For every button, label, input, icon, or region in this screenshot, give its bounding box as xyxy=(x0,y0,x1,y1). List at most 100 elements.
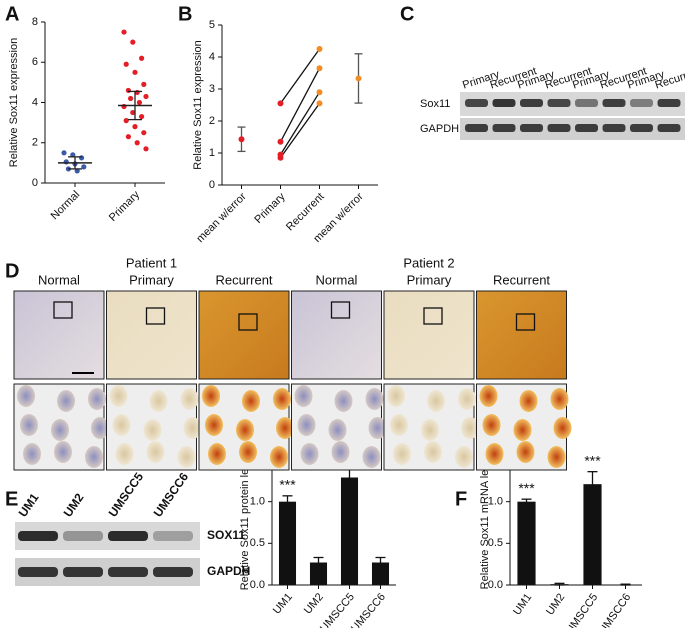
cell xyxy=(109,385,128,407)
band xyxy=(520,99,543,107)
data-point xyxy=(125,87,131,94)
band xyxy=(153,567,193,577)
cell xyxy=(424,441,442,463)
data-point xyxy=(277,154,284,161)
data-point xyxy=(143,146,149,152)
band xyxy=(630,99,653,107)
histology-image xyxy=(13,290,105,380)
x-tick-label: UM2 xyxy=(544,592,567,618)
cell xyxy=(23,443,41,465)
histology-image xyxy=(106,290,197,380)
band xyxy=(520,124,543,132)
y-tick-label: 0.5 xyxy=(488,537,503,549)
cell xyxy=(183,417,202,439)
y-axis-label: Relative Sox11 expression xyxy=(192,40,204,169)
cell xyxy=(177,446,196,468)
cell xyxy=(85,446,103,468)
cell xyxy=(368,417,387,439)
data-point xyxy=(132,124,138,130)
cell xyxy=(112,414,131,436)
y-axis-label: Relative Sox11 mRNA level xyxy=(479,456,491,590)
column-label: Recurrent xyxy=(493,272,550,287)
mean-point xyxy=(238,136,245,143)
y-tick-label: 1.0 xyxy=(488,496,503,508)
data-point xyxy=(139,55,145,61)
column-label: Recurrent xyxy=(215,272,272,287)
data-point xyxy=(79,155,85,161)
band xyxy=(18,531,58,541)
band xyxy=(465,99,488,107)
band xyxy=(602,124,626,132)
significance: *** xyxy=(518,480,535,496)
zoom-box xyxy=(145,307,166,325)
bar xyxy=(340,477,359,585)
y-tick-label: 3 xyxy=(209,83,215,95)
data-point xyxy=(63,159,69,165)
zoom-box xyxy=(330,301,351,319)
histology-image xyxy=(198,290,290,380)
data-point xyxy=(316,100,323,107)
row-label: GAPDH xyxy=(420,123,459,135)
cell xyxy=(208,443,226,465)
x-tick-label: UM2 xyxy=(302,591,326,617)
band xyxy=(108,531,148,541)
band xyxy=(602,99,626,107)
cell xyxy=(270,446,288,468)
data-point xyxy=(81,164,87,170)
data-point xyxy=(130,109,136,116)
data-point xyxy=(316,89,323,96)
x-tick-label: Primary xyxy=(107,188,143,224)
band xyxy=(153,531,193,541)
y-tick-label: 1.0 xyxy=(250,496,265,508)
column-label: Normal xyxy=(38,272,80,287)
y-tick-label: 5 xyxy=(209,19,215,31)
zoom-box xyxy=(423,307,443,325)
cell xyxy=(297,414,316,436)
row-label: SOX11 xyxy=(207,528,245,542)
x-tick-label: Primary xyxy=(252,190,288,226)
y-tick-label: 2 xyxy=(209,115,215,127)
panel-letter: F xyxy=(455,488,467,510)
data-point xyxy=(70,152,76,158)
cell xyxy=(88,388,106,410)
cell xyxy=(550,388,569,410)
data-point xyxy=(277,138,284,145)
cell xyxy=(242,390,260,412)
column-label: Normal xyxy=(316,272,358,287)
data-point xyxy=(136,99,142,106)
histology-image xyxy=(291,290,382,380)
cell xyxy=(239,441,257,463)
pair-line xyxy=(279,103,321,159)
cell xyxy=(17,385,35,407)
cell xyxy=(205,414,223,436)
cell xyxy=(516,441,535,463)
band xyxy=(465,124,488,132)
y-tick-label: 0.0 xyxy=(488,579,503,591)
cell xyxy=(461,417,479,439)
cell xyxy=(180,388,199,410)
cell xyxy=(273,388,291,410)
cell xyxy=(236,419,254,441)
lane-label: UMSCC6 xyxy=(151,470,192,520)
x-tick-label: UM1 xyxy=(511,592,534,618)
cell xyxy=(387,385,405,407)
data-point xyxy=(277,100,284,107)
y-tick-label: 0 xyxy=(32,177,38,189)
data-point xyxy=(128,95,134,102)
data-point xyxy=(141,81,147,87)
band xyxy=(492,99,516,107)
band xyxy=(108,567,148,577)
cell xyxy=(149,390,168,412)
y-tick-label: 4 xyxy=(209,51,215,63)
panel-letter: A xyxy=(5,3,19,25)
histology-image xyxy=(476,290,567,380)
data-point xyxy=(121,29,127,35)
bar xyxy=(583,484,602,585)
column-group: Patient 1 xyxy=(126,255,177,270)
cell xyxy=(146,441,165,463)
column-group: Patient 2 xyxy=(403,255,454,270)
panel-letter: E xyxy=(5,488,18,510)
cell xyxy=(294,385,313,407)
cell xyxy=(57,390,75,412)
